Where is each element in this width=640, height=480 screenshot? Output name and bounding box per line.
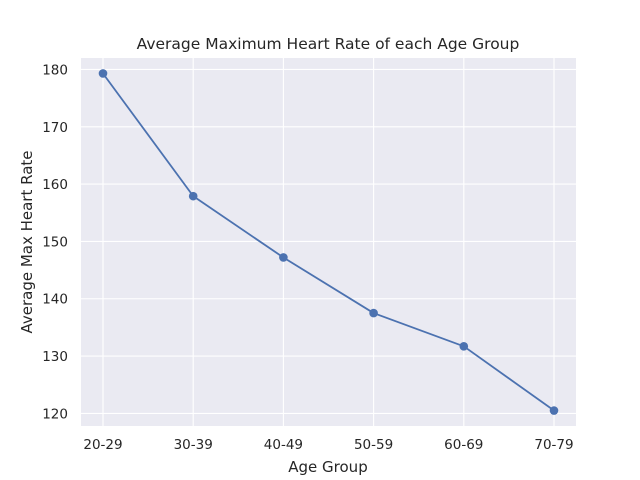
x-tick-label: 40-49 xyxy=(264,437,303,453)
series-layer xyxy=(98,69,559,415)
x-tick-label: 20-29 xyxy=(83,437,122,453)
data-point xyxy=(98,69,108,78)
y-axis-label: Average Max Heart Rate xyxy=(18,150,36,333)
y-tick-label: 150 xyxy=(42,234,68,250)
y-tick-label: 180 xyxy=(42,62,68,78)
x-tick-label: 30-39 xyxy=(174,437,213,453)
chart-title: Average Maximum Heart Rate of each Age G… xyxy=(137,35,520,53)
y-tick-label: 140 xyxy=(42,292,68,308)
data-point xyxy=(279,253,288,262)
series-line xyxy=(102,72,555,412)
data-point xyxy=(549,406,559,415)
x-axis-label: Age Group xyxy=(288,458,367,476)
data-point xyxy=(188,191,198,201)
data-point xyxy=(369,308,378,318)
y-tick-label: 120 xyxy=(42,406,68,422)
y-tick-labels: 120 130 140 150 160 170 180 xyxy=(42,62,68,422)
y-gridlines xyxy=(81,68,576,414)
y-tick-label: 130 xyxy=(42,349,68,365)
plot-area xyxy=(81,58,576,426)
data-point xyxy=(459,342,469,351)
y-tick-label: 170 xyxy=(42,120,68,136)
x-tick-label: 60-69 xyxy=(444,437,483,453)
x-tick-labels: 20-29 30-39 40-49 50-59 60-69 70-79 xyxy=(83,437,573,453)
x-gridlines xyxy=(102,58,555,426)
x-tick-label: 70-79 xyxy=(534,437,573,453)
y-tick-label: 160 xyxy=(42,177,68,193)
x-tick-label: 50-59 xyxy=(354,437,393,453)
